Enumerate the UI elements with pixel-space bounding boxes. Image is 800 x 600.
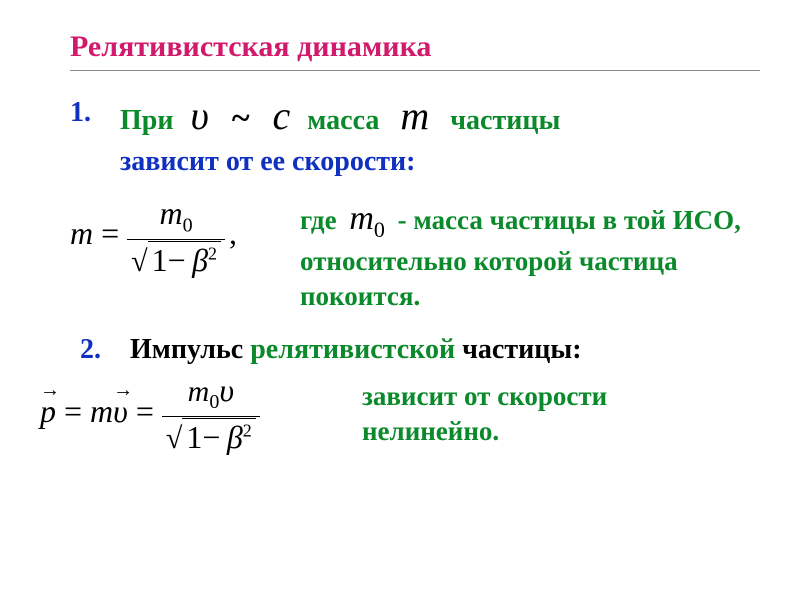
eq1-lhs: m xyxy=(70,215,93,251)
text-zavisit-1: зависит от ее скорости: xyxy=(120,146,415,177)
symbol-p-vec: →p xyxy=(40,393,56,430)
eq1-eq: = xyxy=(93,215,127,251)
explanation-2: зависит от скорости нелинейно. xyxy=(362,379,760,449)
text-chastitsy: частицы xyxy=(450,105,560,136)
title-rule xyxy=(70,70,760,71)
eq2-denominator: √1− β2 xyxy=(162,417,260,456)
explanation-1: где m0 - масса частицы в той ИСО, относи… xyxy=(300,195,760,315)
eq1-fraction: m0 √1− β2 xyxy=(127,195,225,279)
text-impuls: Импульс xyxy=(130,334,250,365)
row-formula-2: →p = m→υ = m0υ √1− β2 зависит от скорост… xyxy=(70,372,760,456)
item-1: 1. При υ ~ с масса m частицы зависит от … xyxy=(70,89,760,181)
text-part: частицы: xyxy=(455,334,581,365)
text-massa: масса xyxy=(307,105,379,136)
symbol-m0: m0 xyxy=(343,200,391,237)
item-2: 2. Импульс релятивистской частицы: xyxy=(80,334,760,366)
equation-mass: m = m0 √1− β2 , xyxy=(70,215,237,251)
eq1-comma: , xyxy=(225,215,237,251)
symbol-c: с xyxy=(263,93,301,138)
eq2-numerator: m0υ xyxy=(162,372,260,416)
item-2-number: 2. xyxy=(80,334,101,365)
text-zavisit-2a: зависит от скорости xyxy=(362,381,607,411)
item-2-body: Импульс релятивистской частицы: xyxy=(130,334,582,366)
item-1-body: При υ ~ с масса m частицы зависит от ее … xyxy=(120,89,560,181)
symbol-tilde: ~ xyxy=(226,100,256,137)
symbol-m-2: m xyxy=(90,393,113,429)
slide-title: Релятивистская динамика xyxy=(70,30,760,64)
text-zavisit-2b: нелинейно. xyxy=(362,416,499,446)
item-1-number: 1. xyxy=(70,97,91,128)
eq1-numerator: m0 xyxy=(160,195,193,231)
eq1-denominator: √1− β2 xyxy=(127,240,225,279)
slide: Релятивистская динамика 1. При υ ~ с мас… xyxy=(0,0,800,600)
eq2-fraction: m0υ √1− β2 xyxy=(162,372,260,456)
symbol-v: υ xyxy=(180,93,218,138)
text-pri: При xyxy=(120,105,173,136)
symbol-v-vec: →υ xyxy=(113,393,128,430)
text-gde: где xyxy=(300,205,337,235)
text-rel: релятивистской xyxy=(250,334,455,365)
equation-momentum: →p = m→υ = m0υ √1− β2 xyxy=(40,393,260,429)
row-formula-1: m = m0 √1− β2 , где m0 - масса частицы в… xyxy=(70,195,760,315)
symbol-m: m xyxy=(386,93,443,138)
